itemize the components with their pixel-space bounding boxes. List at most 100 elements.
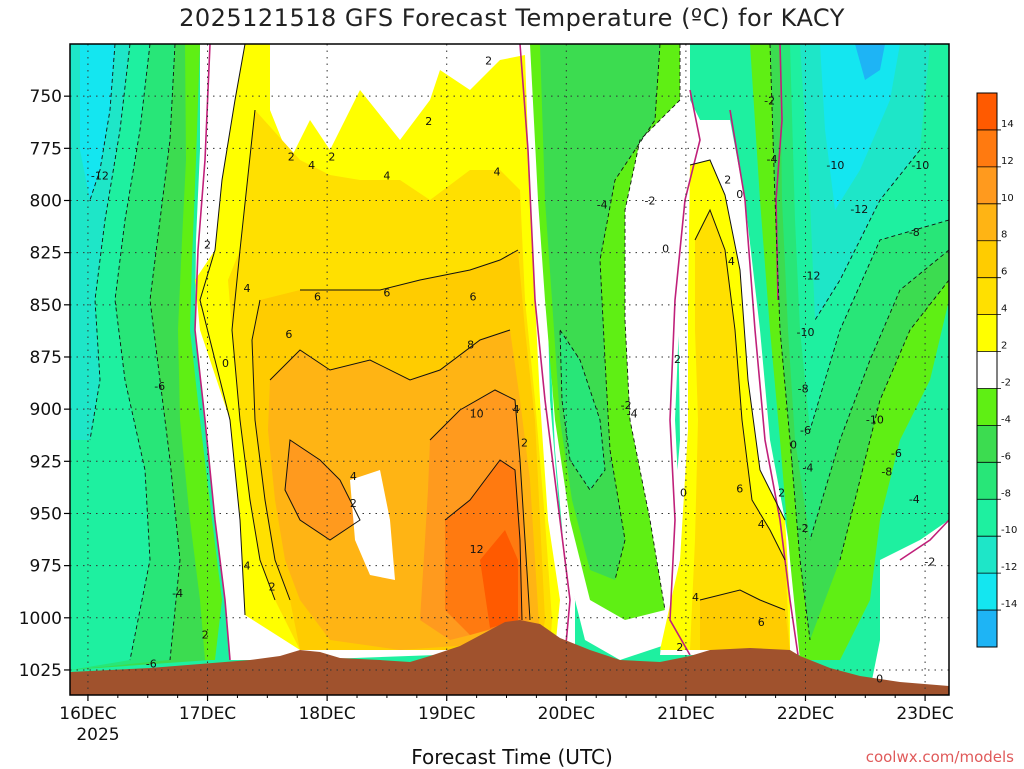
colorbar-tick-label: -8 (1001, 488, 1011, 499)
colorbar-swatch (977, 129, 997, 168)
contour-label: -10 (866, 414, 884, 427)
warm-band-10to12 (285, 440, 360, 540)
contour-label: 6 (383, 286, 390, 299)
contour-label: 4 (692, 591, 699, 604)
contour-label: 0 (680, 487, 687, 500)
source-credit[interactable]: coolwx.com/models (865, 748, 1014, 766)
y-tick-label: 900 (30, 400, 62, 420)
colorbar-swatch (977, 203, 997, 242)
colorbar-tick-label: 12 (1001, 156, 1014, 167)
contour-label: -2 (645, 194, 656, 207)
colorbar-swatch (977, 536, 997, 574)
x-tick-label: 22DEC (777, 704, 834, 724)
x-axis: 16DEC 17DEC 18DEC 19DEC 20DEC 21DEC 22DEC 23DEC (59, 695, 954, 724)
white-pocket (350, 470, 395, 580)
contour-label: 4 (383, 169, 390, 182)
colorbar-tick-label: -10 (1001, 525, 1017, 536)
colorbar: 14 12 10 8 6 4 2 -2 -4 -6 -8 -10 -12 -14 (976, 92, 1017, 648)
colorbar-swatch (977, 351, 997, 389)
contour-label: 2 (350, 497, 357, 510)
contour-label: -8 (881, 466, 892, 479)
colorbar-swatch (977, 93, 997, 131)
contour-label: 2 (674, 353, 681, 366)
contour-label: -12 (802, 270, 820, 283)
colorbar-tick-label: 10 (1001, 193, 1014, 204)
contour-label: -10 (826, 159, 844, 172)
contour-label: -4 (909, 493, 920, 506)
contour-label: 6 (758, 616, 765, 629)
colorbar-tick-label: 14 (1001, 119, 1014, 130)
contour-label: 0 (222, 357, 229, 370)
x-tick-label: 18DEC (298, 704, 355, 724)
contour-label: 2 (204, 238, 211, 251)
y-tick-label: 950 (30, 504, 62, 524)
colorbar-tick-label: 6 (1001, 267, 1007, 278)
colorbar-swatch (977, 425, 997, 463)
contour-label: 6 (470, 290, 477, 303)
y-tick-label: 750 (30, 87, 62, 107)
grid-lines (70, 44, 949, 695)
contour-label: 0 (662, 242, 669, 255)
y-tick-label: 800 (30, 191, 62, 211)
colorbar-swatch (977, 277, 997, 316)
contour-label: -8 (909, 226, 920, 239)
contour-label: 4 (513, 403, 520, 416)
contour-label: 6 (314, 290, 321, 303)
contour-label: -12 (850, 203, 868, 216)
contour-label: 4 (350, 470, 357, 483)
contour-label: -6 (800, 424, 811, 437)
colorbar-tick-label: -12 (1001, 562, 1017, 573)
contour-label: 2 (676, 641, 683, 654)
contour-label: 2 (288, 151, 295, 164)
contour-label: 12 (470, 543, 484, 556)
contour-label: -4 (172, 587, 183, 600)
colorbar-swatch (977, 166, 997, 205)
y-tick-label: 850 (30, 296, 62, 316)
year-label: 2025 (76, 725, 119, 745)
warm-contours (199, 44, 786, 621)
colorbar-tick-label: 8 (1001, 230, 1007, 241)
x-tick-label: 16DEC (59, 704, 116, 724)
y-tick-label: 1025 (19, 661, 62, 681)
contour-label: -2 (924, 555, 935, 568)
colorbar-swatch (977, 388, 997, 426)
colorbar-swatch (977, 462, 997, 500)
plume2-4to6 (690, 210, 790, 650)
contour-label: -6 (891, 447, 902, 460)
contour-label: -8 (798, 382, 809, 395)
contour-label: -2 (764, 94, 775, 107)
contour-label: -4 (627, 407, 638, 420)
x-tick-label: 19DEC (418, 704, 475, 724)
contour-label: 0 (876, 672, 883, 685)
colorbar-swatch (977, 240, 997, 279)
y-tick-label: 825 (30, 244, 62, 264)
contour-label: 2 (778, 487, 785, 500)
y-axis: 750 775 800 825 850 875 900 925 950 975 1000 1025 (19, 87, 70, 681)
x-tick-label: 20DEC (538, 704, 595, 724)
contour-label: 2 (328, 151, 335, 164)
x-axis-title: Forecast Time (UTC) (411, 745, 613, 769)
contour-label: 2 (724, 174, 731, 187)
contour-label: -4 (597, 199, 608, 212)
far-east-white-low (870, 520, 949, 690)
colorbar-swatch (977, 573, 997, 611)
contour-label: -6 (154, 380, 165, 393)
west-cold-core (80, 44, 115, 200)
colorbar-frame (976, 92, 998, 648)
y-tick-label: 975 (30, 557, 62, 577)
colorbar-tick-label: -6 (1001, 451, 1011, 462)
contour-label: 4 (243, 560, 250, 573)
contour-label: 6 (736, 482, 743, 495)
contour-label: 4 (728, 255, 735, 268)
chart-title: 2025121518 GFS Forecast Temperature (ºC)… (179, 4, 845, 32)
surface-terrain (70, 620, 949, 695)
far-east-core (820, 44, 900, 210)
zero-isotherms (194, 44, 949, 661)
east-cold-core (560, 330, 605, 490)
contour-label: -2 (798, 522, 809, 535)
warm-core-peak (480, 530, 518, 628)
contour-label: 2 (425, 115, 432, 128)
colorbar-tick-label: -14 (1001, 599, 1017, 610)
